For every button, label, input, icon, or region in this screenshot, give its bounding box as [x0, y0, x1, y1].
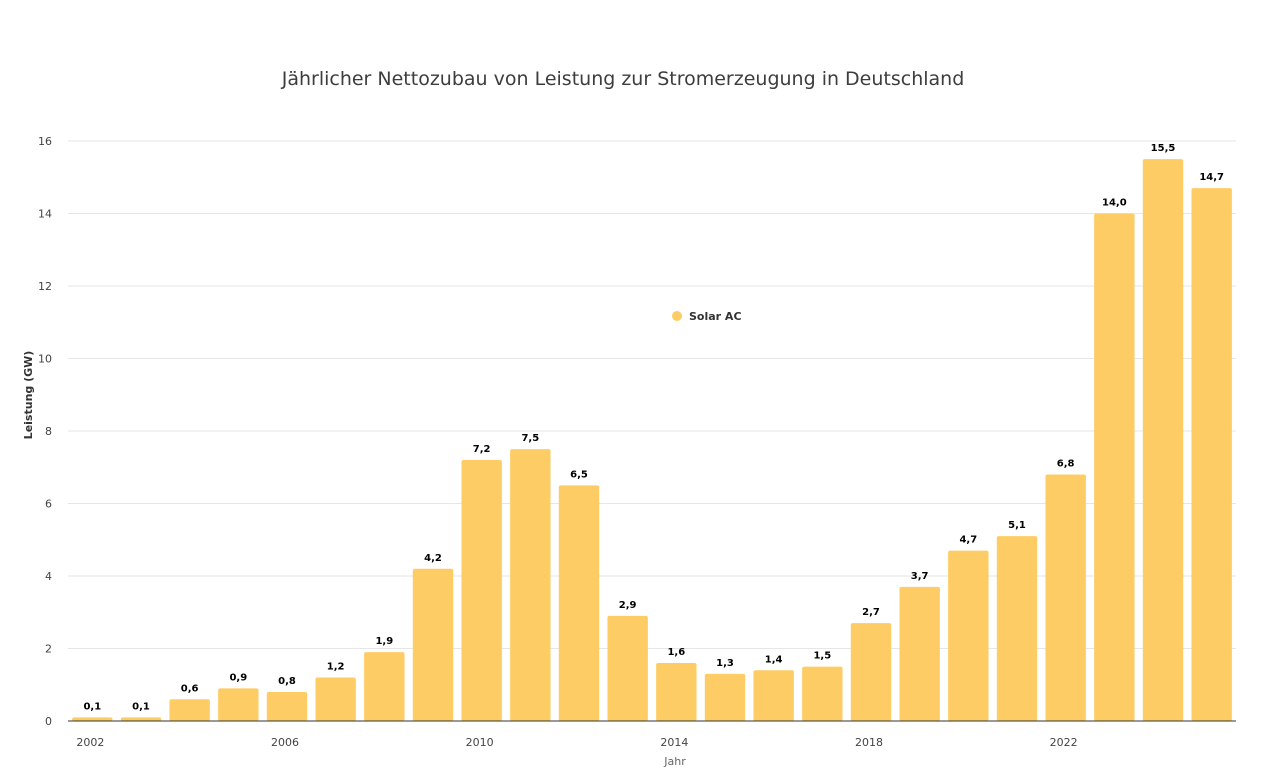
data-label-2017: 1,5: [813, 651, 831, 662]
bar-2023[interactable]: [1094, 213, 1135, 722]
data-label-2025: 14,7: [1199, 172, 1224, 183]
data-label-2015: 1,3: [716, 658, 734, 669]
bar-2006[interactable]: [266, 692, 308, 721]
x-axis-ticks: 2002 2006 2010 2014 2018 2022: [76, 736, 1077, 749]
bar-2016[interactable]: [753, 670, 794, 721]
data-label-2004: 0,6: [181, 683, 199, 694]
bar-2004[interactable]: [169, 699, 210, 721]
data-label-2020: 4,7: [959, 535, 977, 546]
y-tick-label: 14: [38, 208, 52, 221]
data-label-2005: 0,9: [229, 672, 247, 683]
y-tick-label: 12: [38, 280, 52, 293]
bar-2015[interactable]: [704, 673, 746, 721]
data-label-2007: 1,2: [327, 662, 345, 673]
y-axis-ticks: 0 2 4 6 8 10 12 14 16: [38, 135, 52, 728]
data-label-2013: 2,9: [619, 600, 637, 611]
data-labels: 0,1 0,1 0,6 0,9 0,8 1,2 1,9 4,2 7,2 7,5 6,5 2,9 1,6 1…: [83, 143, 1224, 712]
bar-2012[interactable]: [558, 485, 600, 721]
bar-2019[interactable]: [899, 586, 940, 721]
bar-2003[interactable]: [120, 717, 162, 721]
x-tick-label: 2014: [660, 736, 688, 749]
x-tick-label: 2018: [855, 736, 883, 749]
data-label-2012: 6,5: [570, 469, 588, 480]
bars: [72, 159, 1232, 721]
bar-2002[interactable]: [72, 717, 113, 721]
bar-2013[interactable]: [607, 615, 648, 721]
legend[interactable]: Solar AC: [672, 310, 742, 323]
data-label-2019: 3,7: [911, 571, 929, 582]
y-axis-label: Leistung (GW): [22, 351, 35, 440]
bar-2024[interactable]: [1142, 159, 1184, 721]
y-tick-label: 2: [45, 643, 52, 656]
bar-2009[interactable]: [412, 568, 454, 721]
data-label-2009: 4,2: [424, 553, 442, 564]
legend-marker: [672, 311, 682, 321]
y-tick-label: 10: [38, 353, 52, 366]
data-label-2022: 6,8: [1057, 459, 1075, 470]
x-tick-label: 2006: [271, 736, 299, 749]
data-label-2023: 14,0: [1102, 198, 1127, 209]
y-tick-label: 16: [38, 135, 52, 148]
data-label-2010: 7,2: [473, 444, 491, 455]
y-tick-label: 8: [45, 425, 52, 438]
bar-2022[interactable]: [1045, 474, 1086, 722]
data-label-2006: 0,8: [278, 676, 296, 687]
y-tick-label: 0: [45, 715, 52, 728]
grid-lines: [68, 140, 1236, 649]
data-label-2008: 1,9: [375, 636, 393, 647]
bar-2014[interactable]: [656, 663, 697, 721]
bar-2021[interactable]: [996, 536, 1038, 721]
x-tick-label: 2002: [76, 736, 104, 749]
y-tick-label: 6: [45, 498, 52, 511]
bar-2005[interactable]: [218, 688, 259, 721]
bar-2020[interactable]: [948, 550, 989, 721]
x-axis-label: Jahr: [663, 755, 686, 768]
data-label-2021: 5,1: [1008, 520, 1026, 531]
data-label-2002: 0,1: [83, 701, 101, 712]
bar-2007[interactable]: [315, 677, 356, 722]
bar-2011[interactable]: [510, 449, 551, 721]
x-tick-label: 2010: [466, 736, 494, 749]
bar-2018[interactable]: [850, 623, 892, 721]
y-tick-label: 4: [45, 570, 52, 583]
data-label-2011: 7,5: [521, 433, 539, 444]
x-tick-label: 2022: [1050, 736, 1078, 749]
data-label-2016: 1,4: [765, 654, 783, 665]
data-label-2003: 0,1: [132, 701, 150, 712]
bar-2025[interactable]: [1191, 188, 1232, 721]
bar-2008[interactable]: [364, 652, 405, 721]
data-label-2014: 1,6: [667, 647, 685, 658]
chart-title: Jährlicher Nettozubau von Leistung zur S…: [281, 68, 965, 90]
data-label-2018: 2,7: [862, 607, 880, 618]
legend-label: Solar AC: [689, 310, 742, 323]
data-label-2024: 15,5: [1151, 143, 1176, 154]
bar-2017[interactable]: [802, 666, 843, 721]
bar-2010[interactable]: [461, 460, 502, 721]
